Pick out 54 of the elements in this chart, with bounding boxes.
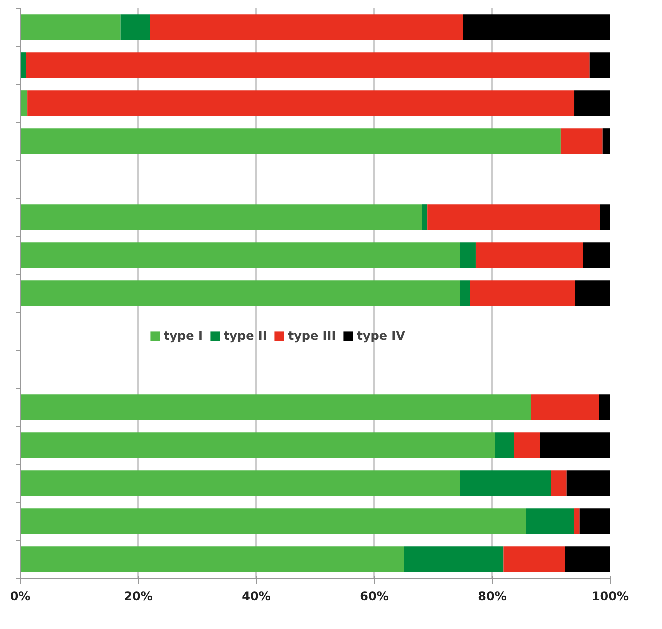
bar [20, 52, 26, 78]
bar [590, 52, 610, 78]
bar [20, 546, 404, 572]
bar [20, 90, 28, 116]
bar [463, 14, 610, 40]
bar [150, 14, 463, 40]
bar [602, 128, 610, 154]
bar [20, 508, 526, 534]
bar [552, 470, 567, 496]
bar [20, 394, 532, 420]
bar [526, 508, 575, 534]
bar [428, 204, 600, 230]
legend-label: type I [164, 329, 203, 343]
legend-label: type IV [357, 329, 406, 343]
bar [540, 432, 610, 458]
bar [120, 14, 150, 40]
bar [26, 52, 590, 78]
bar [495, 432, 514, 458]
bar [476, 242, 584, 268]
bar [560, 128, 603, 154]
bar [514, 432, 540, 458]
bar [531, 394, 600, 420]
bar [574, 90, 610, 116]
bar [599, 394, 610, 420]
bar [574, 508, 580, 534]
bar [422, 204, 428, 230]
x-tick-label: 20% [124, 590, 153, 604]
bar [460, 242, 476, 268]
x-tick-label: 80% [478, 590, 507, 604]
x-tick-label: 100% [592, 590, 630, 604]
bar [28, 90, 575, 116]
bar [460, 280, 470, 306]
bar [583, 242, 610, 268]
bar [460, 470, 552, 496]
bar [20, 280, 460, 306]
bar [565, 546, 610, 572]
bar [20, 242, 460, 268]
bar [575, 280, 610, 306]
bar [20, 432, 496, 458]
bar [504, 546, 566, 572]
x-tick-label: 40% [242, 590, 271, 604]
legend-label: type II [224, 329, 268, 343]
bar [580, 508, 610, 534]
x-tick-label: 60% [360, 590, 389, 604]
bar [600, 204, 610, 230]
legend-label: type III [288, 329, 336, 343]
bar [566, 470, 610, 496]
bar [20, 470, 460, 496]
bar [404, 546, 504, 572]
x-tick-label: 0% [10, 590, 31, 604]
bar [20, 14, 121, 40]
bar [470, 280, 576, 306]
bar [20, 204, 422, 230]
bar [20, 128, 561, 154]
